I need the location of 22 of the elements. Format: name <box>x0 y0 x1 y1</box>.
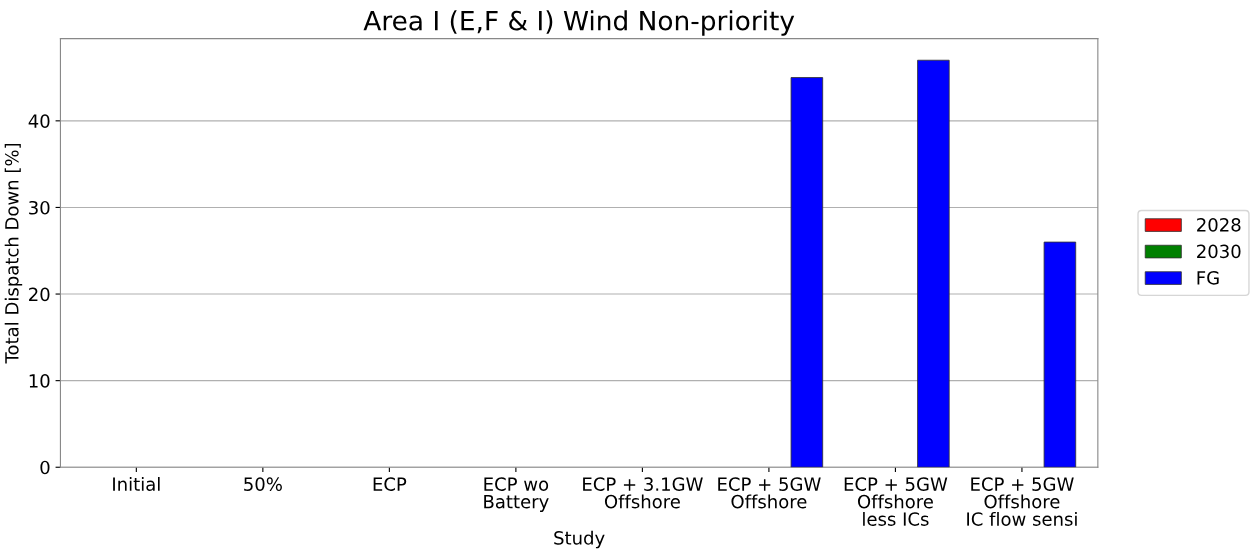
y-tick-label: 30 <box>29 200 50 215</box>
y-tick-label: 10 <box>29 374 50 388</box>
bar <box>917 59 950 468</box>
y-tick-label: 20 <box>29 287 50 302</box>
x-tick-label: ECP + 5GW Offshore less ICs <box>844 477 948 526</box>
y-tick-label: 40 <box>28 114 50 128</box>
x-tick-label: ECP + 5GW Offshore <box>718 477 821 509</box>
legend-label: FG <box>1197 270 1219 285</box>
x-tick-label: 50% <box>244 477 282 491</box>
y-axis-title: Total Dispatch Down [%] <box>4 143 23 364</box>
x-tick-label: ECP + 5GW Offshore IC flow sensi <box>967 477 1077 526</box>
chart-title: Area I (E,F & I) Wind Non-priority <box>363 10 795 36</box>
legend-label: 2030 <box>1197 244 1241 259</box>
bar <box>1043 241 1077 468</box>
x-tick-label: ECP + 3.1GW Offshore <box>583 477 703 509</box>
x-axis-title: Study <box>554 530 605 549</box>
x-tick-label: Initial <box>113 476 160 491</box>
y-tick-label: 0 <box>40 460 50 475</box>
x-tick-label: ECP wo Battery <box>484 477 549 512</box>
bar <box>790 77 824 468</box>
legend-label: 2028 <box>1197 217 1241 232</box>
x-tick-label: ECP <box>373 477 407 491</box>
